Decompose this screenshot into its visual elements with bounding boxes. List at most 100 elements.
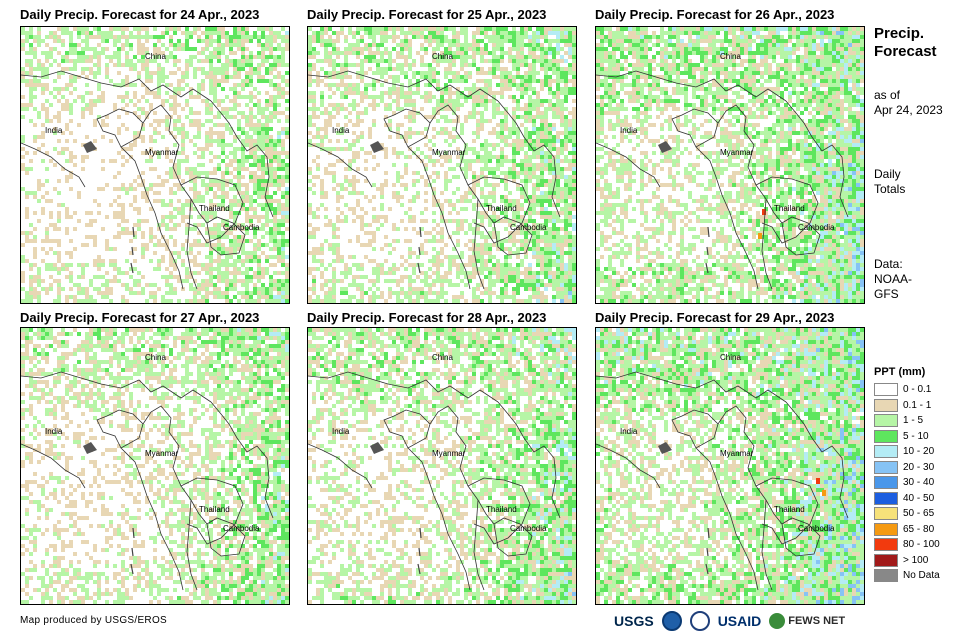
country-borders [21,371,274,591]
panel-title-4: Daily Precip. Forecast for 27 Apr., 2023 [20,310,260,325]
country-label-cambodia: Cambodia [510,223,547,232]
legend-swatch [874,383,898,396]
country-label-myanmar: Myanmar [720,148,754,157]
country-borders [308,70,561,290]
legend-swatch [874,522,898,536]
map-credit: Map produced by USGS/EROS [20,615,168,626]
precip-raster [308,328,576,604]
legend-label: > 100 [903,554,929,566]
legend-label: 50 - 65 [903,508,935,519]
noaa-logo [661,611,682,631]
country-label-china: China [145,353,166,362]
legend-label: 20 - 30 [903,461,935,473]
as-of-date: as of Apr 24, 2023 [874,88,943,118]
country-label-thailand: Thailand [774,505,805,514]
country-label-thailand: Thailand [774,204,805,213]
usgs-logo: USGS [614,613,654,629]
legend-swatch [874,398,898,412]
country-label-myanmar: Myanmar [145,449,179,458]
panel-title-3: Daily Precip. Forecast for 26 Apr., 2023 [595,7,835,22]
panel-title-2: Daily Precip. Forecast for 25 Apr., 2023 [307,7,547,22]
country-label-china: China [720,52,741,61]
legend-item: > 100 [874,553,964,568]
legend-label: 0 - 0.1 [903,384,932,395]
panel-title-6: Daily Precip. Forecast for 29 Apr., 2023 [595,310,835,325]
data-source-line1: Data: [874,257,903,271]
sidebar-title: Precip. Forecast [874,25,937,61]
data-source-line3: GFS [874,287,899,301]
legend-swatch [874,414,898,427]
legend-label: No Data [903,570,940,581]
country-label-myanmar: Myanmar [432,449,466,458]
legend-item: 10 - 20 [874,445,964,459]
country-label-thailand: Thailand [486,204,517,213]
country-label-myanmar: Myanmar [145,148,179,157]
country-borders [596,371,849,591]
legend-swatch [874,429,898,443]
legend-item: 5 - 10 [874,429,964,444]
forecast-map-3: China India Myanmar Thailand Cambodia [595,26,865,304]
legend-swatch [874,538,898,551]
totals-line1: Daily [874,167,901,181]
as-of-value: Apr 24, 2023 [874,103,943,117]
fews-net-logo: FEWS NET [769,613,845,629]
precip-raster [596,328,864,604]
country-borders [596,70,849,290]
country-label-india: India [620,126,638,135]
legend-title: PPT (mm) [874,366,926,378]
data-source-line2: NOAA- [874,272,913,286]
commerce-seal-logo [689,611,710,631]
legend-item: 80 - 100 [874,538,964,552]
legend-label: 80 - 100 [903,539,940,550]
country-label-thailand: Thailand [199,505,230,514]
fews-net-label: FEWS NET [788,615,846,627]
country-label-myanmar: Myanmar [432,148,466,157]
country-label-india: India [332,126,350,135]
legend-item: 65 - 80 [874,522,964,537]
country-label-india: India [45,126,63,135]
panel-title-5: Daily Precip. Forecast for 28 Apr., 2023 [307,310,547,325]
sidebar-title-line2: Forecast [874,43,937,60]
legend-label: 1 - 5 [903,415,924,426]
country-label-china: China [720,353,741,362]
country-label-thailand: Thailand [199,204,230,213]
legend-item: 50 - 65 [874,507,964,521]
country-label-india: India [332,427,350,436]
totals-note: Daily Totals [874,167,905,197]
country-label-india: India [45,427,63,436]
forecast-map-6: China India Myanmar Thailand Cambodia [595,327,865,605]
country-label-cambodia: Cambodia [510,524,547,533]
legend-swatch [874,569,898,582]
panel-title-1: Daily Precip. Forecast for 24 Apr., 2023 [20,7,260,22]
globe-icon [769,613,786,629]
logo-bar: USGS USAID FEWS NET [614,609,845,633]
country-label-cambodia: Cambodia [223,524,260,533]
country-label-cambodia: Cambodia [223,223,260,232]
legend-label: 65 - 80 [903,523,935,535]
country-label-india: India [620,427,638,436]
precip-raster [596,27,864,303]
sidebar-title-line1: Precip. [874,25,925,42]
legend-label: 40 - 50 [903,492,935,504]
country-label-cambodia: Cambodia [798,524,835,533]
legend-item: 40 - 50 [874,491,964,506]
totals-line2: Totals [874,182,906,196]
precip-raster [21,328,289,604]
legend-item: 1 - 5 [874,414,964,428]
country-label-china: China [432,353,453,362]
as-of-label: as of [874,88,901,102]
forecast-map-5: China India Myanmar Thailand Cambodia [307,327,577,605]
precip-raster [308,27,576,303]
country-label-china: China [432,52,453,61]
precip-raster [21,27,289,303]
country-label-cambodia: Cambodia [798,223,835,232]
legend-label: 5 - 10 [903,430,929,442]
legend-item: No Data [874,569,964,583]
legend-swatch [874,491,898,505]
legend-swatch [874,445,898,458]
country-borders [21,70,274,290]
forecast-map-2: China India Myanmar Thailand Cambodia [307,26,577,304]
forecast-map-4: China India Myanmar Thailand Cambodia [20,327,290,605]
country-borders [308,371,561,591]
usaid-logo: USAID [717,613,762,629]
